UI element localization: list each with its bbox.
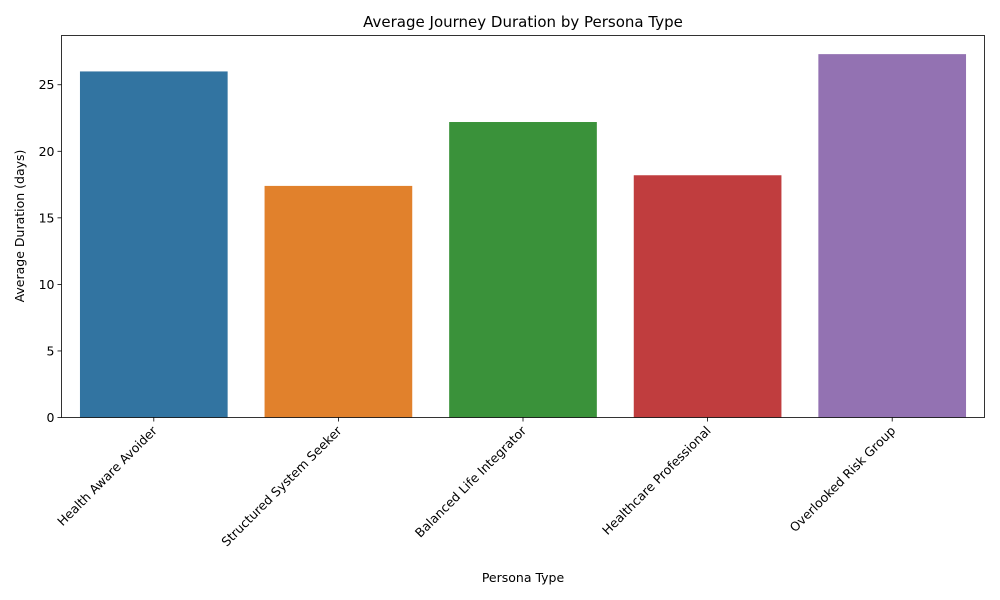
- x-tick-label-3: Healthcare Professional: [599, 423, 714, 538]
- x-axis-ticks: Health Aware Avoider Structured System Se…: [54, 417, 898, 549]
- bar-3: [633, 175, 782, 418]
- bars-group: [79, 54, 967, 418]
- y-tick-label-0: 0: [47, 410, 55, 425]
- x-axis-label: Persona Type: [482, 570, 565, 585]
- x-tick-label-4: Overlooked Risk Group: [786, 423, 898, 535]
- bar-2: [449, 122, 597, 418]
- y-tick-label-4: 20: [39, 144, 55, 159]
- x-tick-label-0: Health Aware Avoider: [54, 422, 160, 528]
- y-tick-label-2: 10: [39, 277, 55, 292]
- chart-title: Average Journey Duration by Persona Type: [363, 13, 683, 31]
- y-axis-ticks: 0 5 10 15 20 25: [39, 77, 62, 425]
- bar-4: [818, 54, 967, 418]
- bar-0: [79, 71, 228, 418]
- y-tick-label-5: 25: [39, 77, 55, 92]
- y-tick-label-1: 5: [47, 343, 55, 358]
- x-tick-label-1: Structured System Seeker: [218, 422, 345, 549]
- x-tick-label-2: Balanced Life Integrator: [412, 422, 530, 540]
- plot-frame: [61, 35, 985, 418]
- bar-1: [264, 185, 413, 418]
- y-tick-label-3: 15: [39, 210, 55, 225]
- y-axis-label: Average Duration (days): [12, 150, 27, 303]
